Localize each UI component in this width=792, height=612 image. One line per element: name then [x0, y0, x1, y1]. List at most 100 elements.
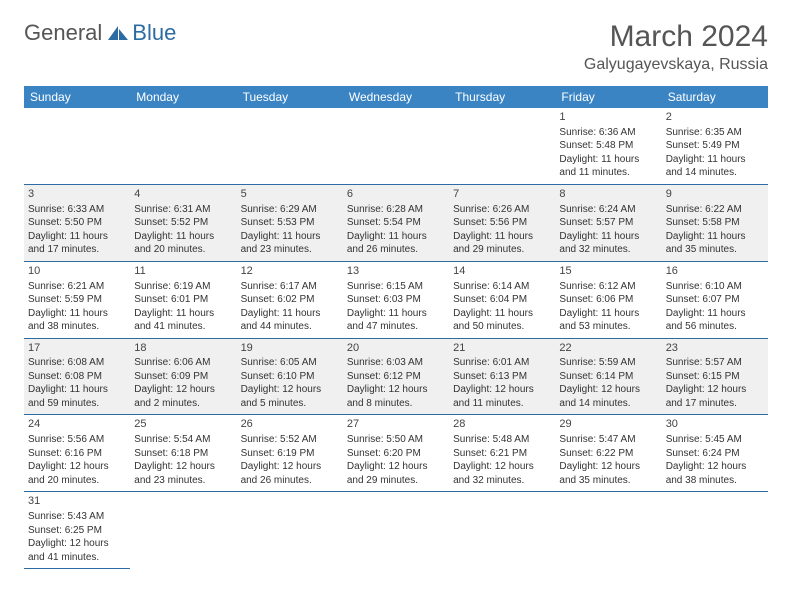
daylight-text: and 41 minutes. — [28, 551, 126, 565]
day-cell: 31Sunrise: 5:43 AMSunset: 6:25 PMDayligh… — [24, 492, 130, 569]
daylight-text: Daylight: 11 hours — [559, 230, 657, 244]
sunset-text: Sunset: 5:49 PM — [666, 139, 764, 153]
daylight-text: Daylight: 12 hours — [453, 383, 551, 397]
weekday-header: Wednesday — [343, 86, 449, 108]
daylight-text: Daylight: 11 hours — [347, 230, 445, 244]
day-number: 1 — [559, 110, 657, 125]
sunset-text: Sunset: 5:57 PM — [559, 216, 657, 230]
day-number: 7 — [453, 187, 551, 202]
day-number: 4 — [134, 187, 232, 202]
sunset-text: Sunset: 6:15 PM — [666, 370, 764, 384]
sunrise-text: Sunrise: 5:50 AM — [347, 433, 445, 447]
day-number: 22 — [559, 341, 657, 356]
daylight-text: and 35 minutes. — [666, 243, 764, 257]
sunrise-text: Sunrise: 5:52 AM — [241, 433, 339, 447]
daylight-text: and 47 minutes. — [347, 320, 445, 334]
sunrise-text: Sunrise: 6:10 AM — [666, 280, 764, 294]
day-number: 6 — [347, 187, 445, 202]
daylight-text: and 20 minutes. — [28, 474, 126, 488]
sunrise-text: Sunrise: 6:24 AM — [559, 203, 657, 217]
month-title: March 2024 — [584, 20, 768, 54]
weekday-header: Friday — [555, 86, 661, 108]
day-cell: 19Sunrise: 6:05 AMSunset: 6:10 PMDayligh… — [237, 338, 343, 415]
daylight-text: Daylight: 12 hours — [28, 537, 126, 551]
day-cell: 23Sunrise: 5:57 AMSunset: 6:15 PMDayligh… — [662, 338, 768, 415]
day-number: 8 — [559, 187, 657, 202]
daylight-text: Daylight: 11 hours — [559, 307, 657, 321]
logo: General Blue — [24, 20, 176, 46]
day-cell — [555, 492, 661, 569]
week-row: 31Sunrise: 5:43 AMSunset: 6:25 PMDayligh… — [24, 492, 768, 569]
daylight-text: and 8 minutes. — [347, 397, 445, 411]
day-cell: 20Sunrise: 6:03 AMSunset: 6:12 PMDayligh… — [343, 338, 449, 415]
daylight-text: Daylight: 11 hours — [134, 230, 232, 244]
sunrise-text: Sunrise: 6:35 AM — [666, 126, 764, 140]
day-number: 16 — [666, 264, 764, 279]
weekday-header: Tuesday — [237, 86, 343, 108]
daylight-text: and 41 minutes. — [134, 320, 232, 334]
day-number: 30 — [666, 417, 764, 432]
daylight-text: Daylight: 12 hours — [666, 460, 764, 474]
day-number: 28 — [453, 417, 551, 432]
day-cell: 25Sunrise: 5:54 AMSunset: 6:18 PMDayligh… — [130, 415, 236, 492]
day-number: 25 — [134, 417, 232, 432]
daylight-text: and 17 minutes. — [666, 397, 764, 411]
day-cell: 3Sunrise: 6:33 AMSunset: 5:50 PMDaylight… — [24, 184, 130, 261]
day-cell — [130, 492, 236, 569]
sunset-text: Sunset: 6:10 PM — [241, 370, 339, 384]
daylight-text: Daylight: 12 hours — [453, 460, 551, 474]
sunset-text: Sunset: 6:02 PM — [241, 293, 339, 307]
daylight-text: Daylight: 11 hours — [28, 230, 126, 244]
daylight-text: and 26 minutes. — [241, 474, 339, 488]
day-cell: 5Sunrise: 6:29 AMSunset: 5:53 PMDaylight… — [237, 184, 343, 261]
day-number: 20 — [347, 341, 445, 356]
sunrise-text: Sunrise: 6:03 AM — [347, 356, 445, 370]
daylight-text: Daylight: 12 hours — [347, 460, 445, 474]
week-row: 10Sunrise: 6:21 AMSunset: 5:59 PMDayligh… — [24, 261, 768, 338]
day-cell: 2Sunrise: 6:35 AMSunset: 5:49 PMDaylight… — [662, 108, 768, 184]
sunset-text: Sunset: 5:58 PM — [666, 216, 764, 230]
daylight-text: and 44 minutes. — [241, 320, 339, 334]
week-row: 17Sunrise: 6:08 AMSunset: 6:08 PMDayligh… — [24, 338, 768, 415]
weekday-header: Saturday — [662, 86, 768, 108]
daylight-text: and 11 minutes. — [559, 166, 657, 180]
sunset-text: Sunset: 6:07 PM — [666, 293, 764, 307]
daylight-text: Daylight: 11 hours — [28, 383, 126, 397]
day-number: 18 — [134, 341, 232, 356]
daylight-text: Daylight: 11 hours — [453, 230, 551, 244]
day-cell: 29Sunrise: 5:47 AMSunset: 6:22 PMDayligh… — [555, 415, 661, 492]
daylight-text: and 17 minutes. — [28, 243, 126, 257]
sunset-text: Sunset: 6:13 PM — [453, 370, 551, 384]
weekday-header: Thursday — [449, 86, 555, 108]
sunset-text: Sunset: 5:56 PM — [453, 216, 551, 230]
sunrise-text: Sunrise: 5:54 AM — [134, 433, 232, 447]
day-cell — [343, 108, 449, 184]
day-number: 27 — [347, 417, 445, 432]
day-cell: 1Sunrise: 6:36 AMSunset: 5:48 PMDaylight… — [555, 108, 661, 184]
day-cell — [662, 492, 768, 569]
day-cell: 30Sunrise: 5:45 AMSunset: 6:24 PMDayligh… — [662, 415, 768, 492]
day-cell: 27Sunrise: 5:50 AMSunset: 6:20 PMDayligh… — [343, 415, 449, 492]
day-cell: 16Sunrise: 6:10 AMSunset: 6:07 PMDayligh… — [662, 261, 768, 338]
daylight-text: Daylight: 11 hours — [666, 230, 764, 244]
sunset-text: Sunset: 6:18 PM — [134, 447, 232, 461]
sunrise-text: Sunrise: 6:05 AM — [241, 356, 339, 370]
sunset-text: Sunset: 6:25 PM — [28, 524, 126, 538]
day-cell: 13Sunrise: 6:15 AMSunset: 6:03 PMDayligh… — [343, 261, 449, 338]
sunset-text: Sunset: 6:06 PM — [559, 293, 657, 307]
sunrise-text: Sunrise: 5:43 AM — [28, 510, 126, 524]
sunrise-text: Sunrise: 6:14 AM — [453, 280, 551, 294]
day-cell — [449, 492, 555, 569]
sunrise-text: Sunrise: 6:06 AM — [134, 356, 232, 370]
sunrise-text: Sunrise: 6:19 AM — [134, 280, 232, 294]
sunset-text: Sunset: 6:19 PM — [241, 447, 339, 461]
daylight-text: and 32 minutes. — [559, 243, 657, 257]
daylight-text: Daylight: 12 hours — [241, 383, 339, 397]
day-cell: 28Sunrise: 5:48 AMSunset: 6:21 PMDayligh… — [449, 415, 555, 492]
day-cell — [237, 492, 343, 569]
daylight-text: and 14 minutes. — [559, 397, 657, 411]
logo-text-general: General — [24, 20, 102, 46]
sunrise-text: Sunrise: 6:29 AM — [241, 203, 339, 217]
daylight-text: Daylight: 11 hours — [241, 307, 339, 321]
day-number: 19 — [241, 341, 339, 356]
